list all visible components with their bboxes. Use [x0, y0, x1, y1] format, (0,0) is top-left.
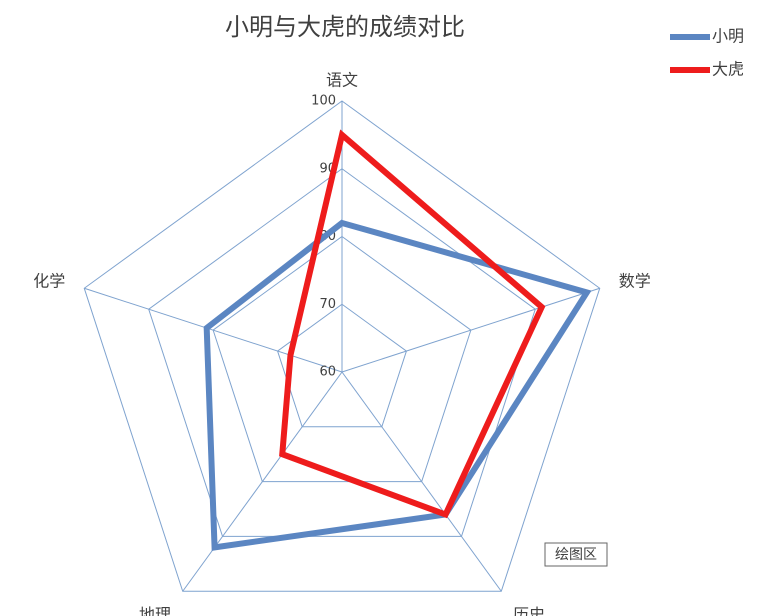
grid-ring — [276, 303, 408, 428]
series-line — [203, 219, 592, 551]
axis-label: 地理 — [139, 605, 171, 616]
tooltip: 绘图区 — [544, 542, 608, 567]
axis-spoke — [341, 371, 502, 592]
axis-label: 历史 — [513, 605, 545, 616]
axis-spoke — [341, 287, 600, 373]
tooltip-text: 绘图区 — [555, 547, 597, 563]
series-line — [279, 129, 546, 519]
axis-label: 数学 — [619, 272, 651, 291]
tooltip-box — [544, 542, 608, 567]
axis-spoke — [84, 287, 343, 373]
axis-label: 语文 — [326, 71, 358, 90]
grid-ring — [148, 168, 536, 537]
r-tick-label: 70 — [319, 297, 336, 312]
legend-label: 小明 — [712, 27, 744, 46]
r-tick-label: 60 — [319, 365, 336, 380]
r-tick-label: 100 — [311, 94, 336, 109]
grid-ring — [83, 100, 601, 592]
grid-ring — [212, 235, 472, 483]
chart-title: 小明与大虎的成绩对比 — [225, 13, 465, 41]
legend-label: 大虎 — [712, 60, 744, 79]
axis-label: 化学 — [33, 272, 65, 291]
axis-spoke — [182, 371, 343, 592]
